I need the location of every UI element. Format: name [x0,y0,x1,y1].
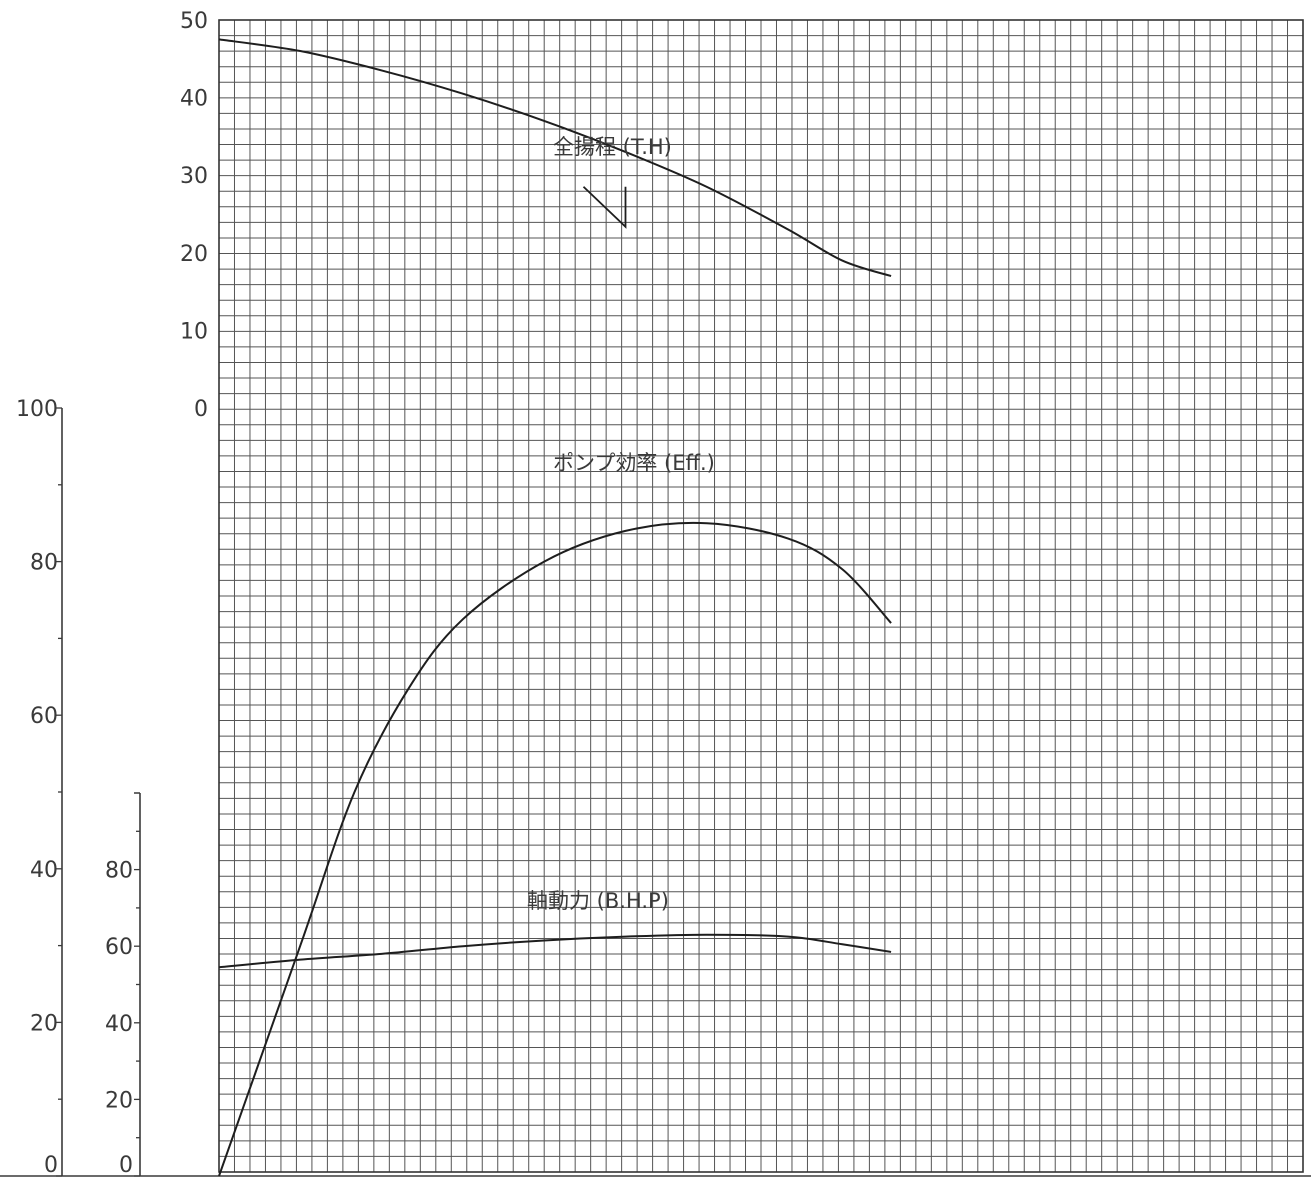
efficiency-axis-tick-label: 20 [30,1011,58,1036]
head-axis-tick-label: 50 [180,9,208,34]
series-label-power: 軸動力 (B.H.P) [527,889,669,913]
efficiency-axis-tick-label: 0 [44,1153,58,1178]
curves [218,38,892,1177]
head-axis-tick-label: 40 [180,87,208,112]
power-curve [218,933,892,969]
head-axis-tick-label: 20 [180,242,208,267]
head-axis-tick-label: 0 [194,397,208,422]
power-axis-tick-label: 0 [119,1153,133,1178]
series-label-efficiency: ポンプ効率 (Eff.) [553,451,715,475]
power-axis-tick-label: 80 [105,859,133,884]
curve-labels: 全揚程 (T.H) ポンプ効率 (Eff.) 軸動力 (B.H.P) [527,135,715,913]
head-curve [218,38,892,278]
efficiency-axis-tick-label: 100 [16,397,58,422]
power-axis-tick-label: 40 [105,1012,133,1037]
efficiency-axis-tick-label: 80 [30,551,58,576]
efficiency-curve [218,521,892,1177]
head-axis-tick-label: 10 [180,319,208,344]
axes: 0 10 20 30 40 50 0 20 40 60 80 100 0 20 40 60 80 [0,9,1311,1178]
series-label-head: 全揚程 (T.H) [553,135,672,159]
plot-border [218,19,1304,1173]
efficiency-axis-tick-label: 40 [30,858,58,883]
power-axis-tick-label: 60 [105,935,133,960]
head-marker-triangle [582,186,627,229]
plot-grid [218,19,1304,1173]
power-axis-tick-label: 20 [105,1088,133,1113]
efficiency-axis-tick-label: 60 [30,704,58,729]
head-axis-tick-label: 30 [180,164,208,189]
